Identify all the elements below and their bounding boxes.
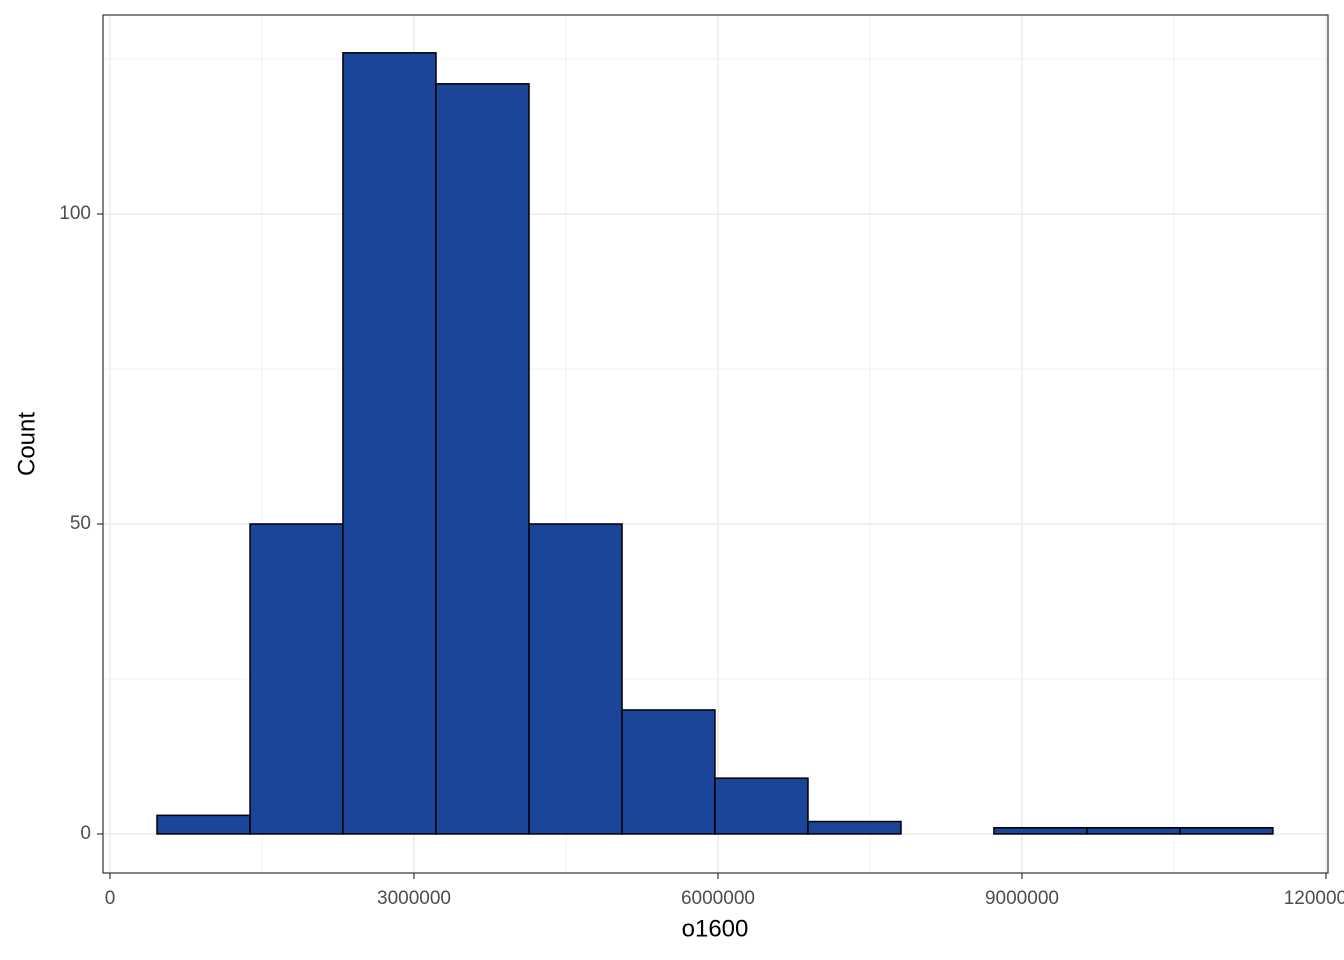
plot-border bbox=[102, 14, 1329, 874]
histogram-bar bbox=[435, 83, 530, 835]
histogram-bar bbox=[1086, 826, 1181, 835]
y-tick-label: 100 bbox=[59, 203, 91, 224]
histogram-bar bbox=[156, 814, 251, 835]
histogram-bar bbox=[993, 826, 1088, 835]
x-tick-label: 3000000 bbox=[377, 888, 451, 909]
histogram-bar bbox=[621, 709, 716, 835]
histogram-bar bbox=[249, 523, 344, 835]
y-tick-label: 50 bbox=[70, 513, 91, 534]
histogram-bar bbox=[342, 52, 437, 835]
x-tick-label: 0 bbox=[105, 888, 116, 909]
y-axis-title: Count bbox=[13, 412, 40, 476]
x-tick-label: 12000000 bbox=[1284, 888, 1344, 909]
histogram-bar bbox=[1179, 826, 1274, 835]
x-axis-title: o1600 bbox=[682, 915, 749, 942]
histogram-bar bbox=[528, 523, 623, 835]
x-tick-label: 9000000 bbox=[985, 888, 1059, 909]
x-tick-label: 6000000 bbox=[681, 888, 755, 909]
y-tick-label: 0 bbox=[80, 823, 91, 844]
histogram-bar bbox=[807, 820, 902, 835]
histogram-bar bbox=[714, 777, 809, 835]
